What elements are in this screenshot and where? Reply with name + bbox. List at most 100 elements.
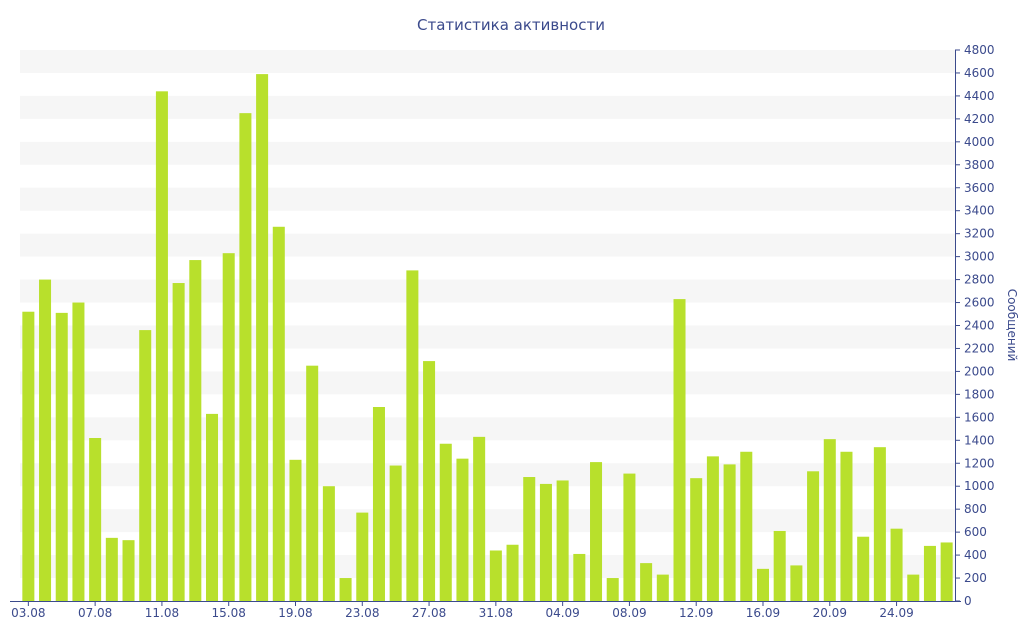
grid-band: [20, 509, 955, 533]
bar-21.09: [840, 451, 853, 601]
chart-title: Статистика активности: [417, 16, 605, 34]
bar-08.08: [105, 537, 118, 601]
bar-17.08: [256, 74, 269, 602]
y-tick-label: 400: [964, 548, 987, 562]
y-tick-label: 2800: [964, 273, 995, 287]
y-tick-label: 1200: [964, 456, 995, 470]
y-tick-label: 1000: [964, 479, 995, 493]
y-tick-label: 4400: [964, 89, 995, 103]
y-tick-label: 3400: [964, 204, 995, 218]
bar-10.08: [139, 330, 152, 601]
bar-04.08: [39, 279, 52, 601]
bar-16.08: [239, 113, 252, 601]
bar-20.09: [823, 439, 836, 601]
bar-22.09: [857, 536, 870, 601]
x-tick-label: 27.08: [412, 606, 446, 620]
x-tick-label: 24.09: [879, 606, 913, 620]
y-tick-label: 3800: [964, 158, 995, 172]
x-tick-label: 15.08: [212, 606, 246, 620]
y-tick-label: 4000: [964, 135, 995, 149]
x-tick-label: 23.08: [345, 606, 379, 620]
y-tick-label: 200: [964, 571, 987, 585]
bar-21.08: [322, 486, 335, 601]
y-tick-label: 2000: [964, 364, 995, 378]
grid-band: [20, 233, 955, 257]
bar-31.08: [489, 550, 502, 601]
bar-25.09: [907, 574, 920, 601]
bar-12.09: [690, 478, 703, 601]
bar-27.08: [423, 361, 436, 601]
y-tick-label: 1600: [964, 410, 995, 424]
bar-04.09: [556, 480, 569, 601]
bar-18.08: [272, 226, 285, 601]
bar-15.09: [740, 451, 753, 601]
bar-11.09: [673, 299, 686, 601]
y-tick-label: 4600: [964, 66, 995, 80]
bar-13.08: [189, 260, 202, 601]
bar-03.09: [539, 483, 552, 601]
y-axis-ticks: 0 200 400 600 800 1000 1200 1400 1600 1800 2000 220…: [955, 43, 995, 608]
bar-11.08: [155, 91, 168, 601]
bar-07.09: [606, 578, 619, 601]
bar-14.09: [723, 464, 736, 601]
y-tick-label: 2200: [964, 341, 995, 355]
grid-band: [20, 463, 955, 487]
bar-26.08: [406, 270, 419, 601]
bar-23.08: [356, 512, 369, 601]
y-tick-label: 1400: [964, 433, 995, 447]
y-tick-label: 4800: [964, 43, 995, 57]
bar-24.08: [372, 407, 385, 601]
bar-28.08: [439, 443, 452, 601]
bar-01.09: [506, 544, 519, 601]
grid-band: [20, 50, 955, 73]
bar-19.09: [807, 471, 820, 601]
y-tick-label: 4200: [964, 112, 995, 126]
bar-20.08: [306, 365, 319, 601]
bar-02.09: [523, 477, 536, 601]
bar-10.09: [656, 574, 669, 601]
bar-05.08: [55, 312, 68, 601]
y-tick-label: 800: [964, 502, 987, 516]
bar-08.09: [623, 473, 636, 601]
bar-series: [22, 74, 953, 602]
bar-12.08: [172, 283, 185, 601]
y-tick-label: 1800: [964, 387, 995, 401]
y-tick-label: 3000: [964, 250, 995, 264]
bar-09.09: [640, 563, 653, 601]
x-tick-label: 04.09: [545, 606, 579, 620]
grid-band: [20, 371, 955, 395]
y-tick-label: 2600: [964, 296, 995, 310]
grid-band: [20, 187, 955, 211]
x-tick-label: 19.08: [278, 606, 312, 620]
bar-18.09: [790, 565, 803, 601]
bar-27.09: [940, 542, 953, 601]
y-axis-label: Сообщений: [1005, 289, 1019, 362]
grid-band: [20, 417, 955, 441]
grid-band: [20, 325, 955, 349]
grid-bands: [20, 50, 955, 579]
x-tick-label: 16.09: [746, 606, 780, 620]
bar-30.08: [473, 436, 486, 601]
x-tick-label: 11.08: [145, 606, 179, 620]
bar-03.08: [22, 311, 35, 601]
y-tick-label: 2400: [964, 319, 995, 333]
bar-06.08: [72, 302, 85, 601]
bar-06.09: [590, 462, 603, 601]
y-tick-label: 0: [964, 594, 972, 608]
y-tick-label: 3200: [964, 227, 995, 241]
y-tick-label: 600: [964, 525, 987, 539]
bar-29.08: [456, 458, 469, 601]
bar-22.08: [339, 578, 352, 601]
bar-24.09: [890, 528, 903, 601]
grid-band: [20, 141, 955, 165]
bar-09.08: [122, 540, 135, 601]
grid-band: [20, 555, 955, 579]
bar-15.08: [222, 253, 235, 601]
bar-07.08: [89, 438, 102, 601]
bar-23.09: [873, 447, 886, 601]
x-tick-label: 08.09: [612, 606, 646, 620]
x-tick-label: 07.08: [78, 606, 112, 620]
y-tick-label: 3600: [964, 181, 995, 195]
